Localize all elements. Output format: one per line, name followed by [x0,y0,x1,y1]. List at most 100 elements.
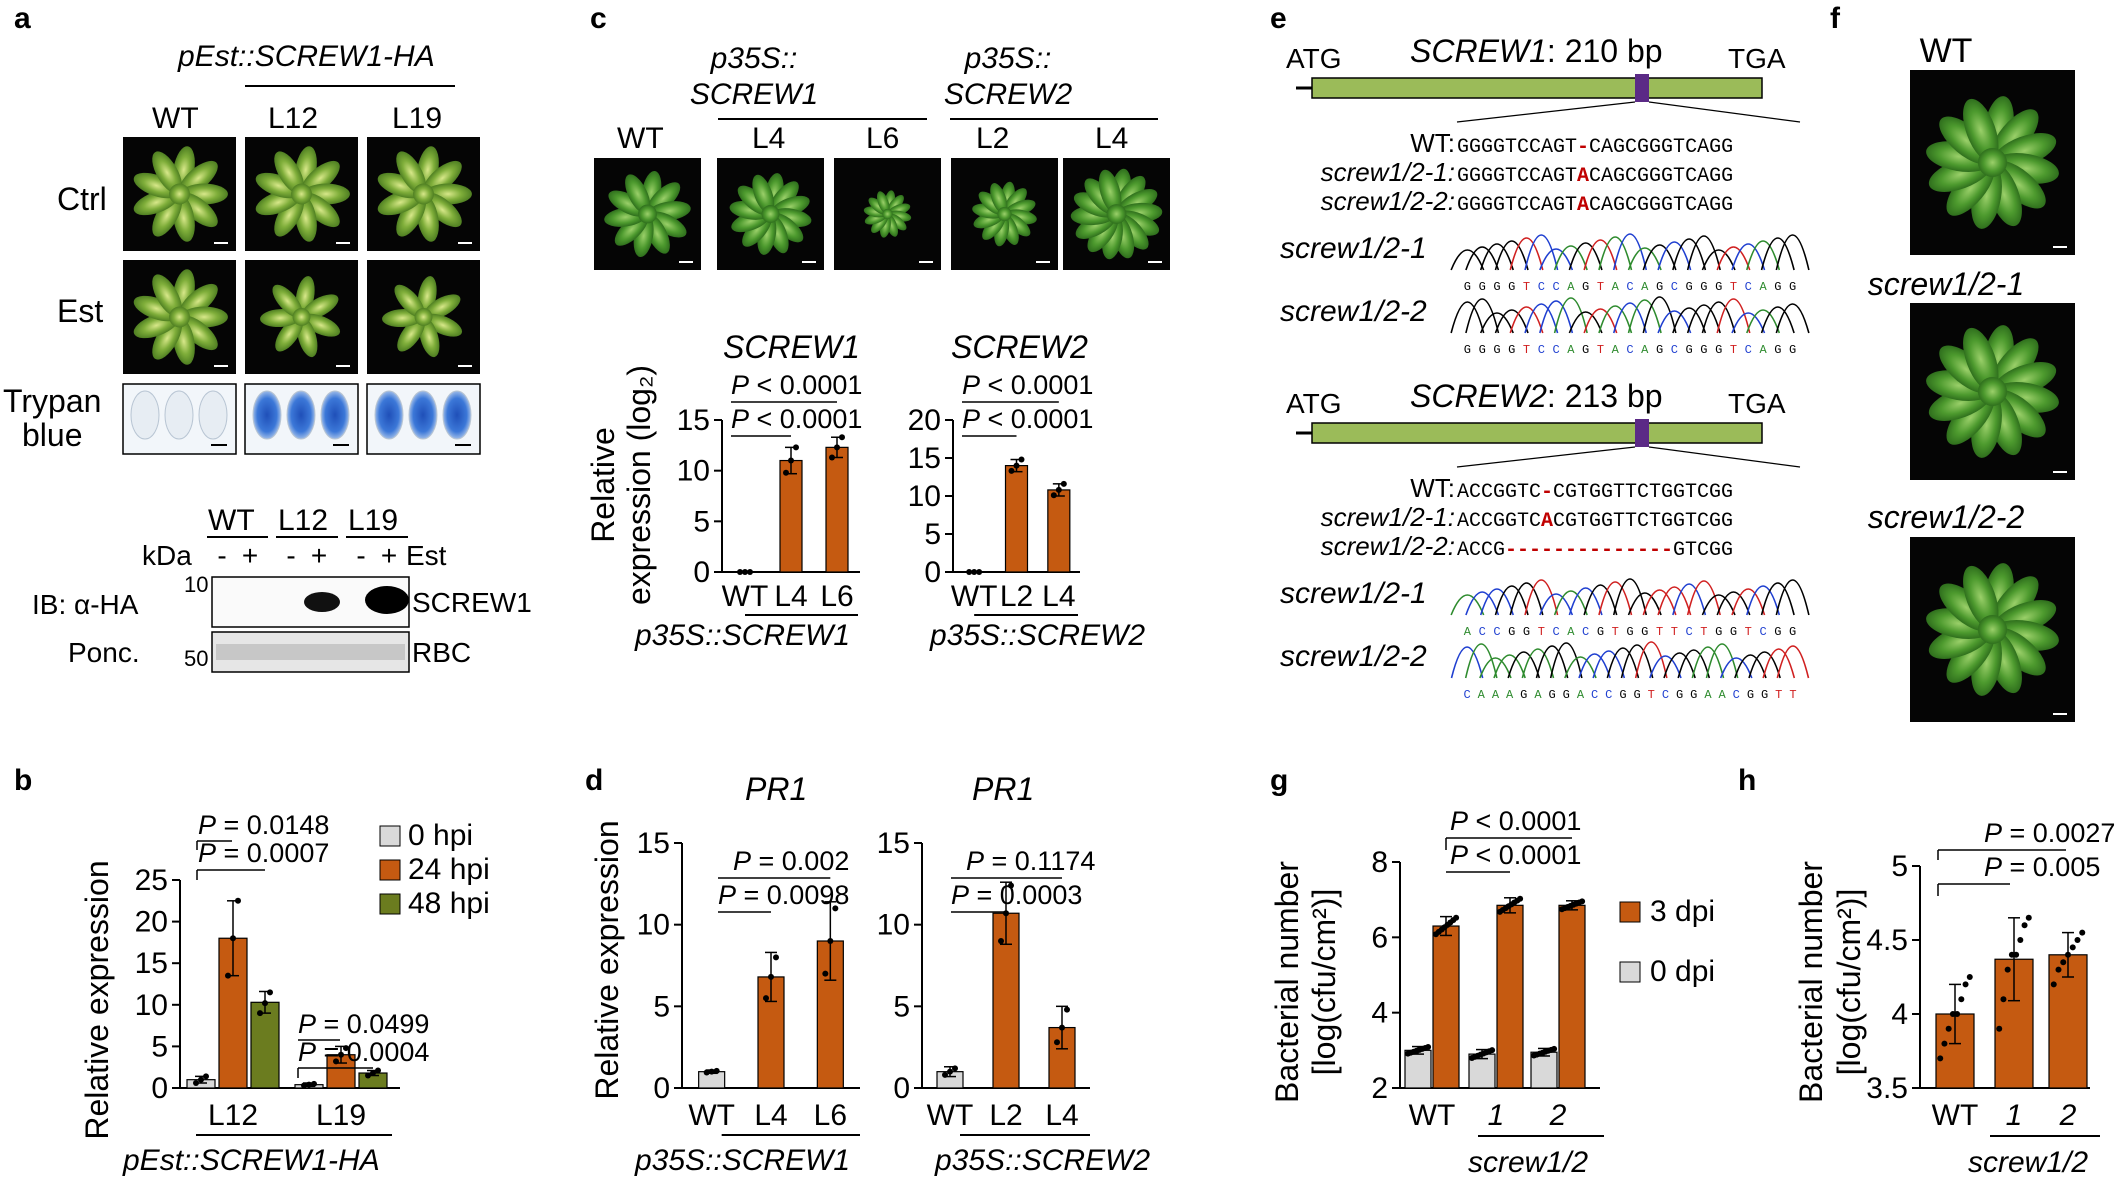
bar-L19-24hpi [326,1045,356,1089]
base-call: T [1700,625,1707,639]
base-call: G [1686,280,1693,294]
base-call: A [1567,343,1575,357]
base-call: C [1605,688,1612,702]
panel-b-xgroup: pEst::SCREW1-HA [122,1144,380,1177]
bar-WT-3dpi [1432,914,1460,1089]
panel-a-construct: pEst::SCREW1-HA [177,40,435,73]
p-value: P < 0.0001 [1450,806,1581,836]
target-site [1635,74,1649,102]
trace-peak [1760,582,1795,616]
trace-peak [1524,234,1559,271]
blot-rbc-band [216,644,405,660]
bar-L2 [1004,456,1029,573]
rosette-center [761,205,780,223]
tga-label: TGA [1728,388,1786,419]
c-photo-4 [951,158,1058,270]
panel-c-right-title: SCREW2 [951,329,1088,365]
panel-label-g: g [1270,764,1288,797]
data-point [2004,966,2011,973]
bar-2-3dpi [1558,898,1586,1089]
base-call: C [1745,343,1752,357]
base-call: G [1700,343,1707,357]
data-point [1008,467,1015,474]
y-tick-label: 0 [924,556,941,589]
trace-peak [1465,298,1500,334]
data-point [1008,882,1014,889]
plant-rosette [133,146,228,242]
x-tick-label: 2 [1549,1099,1567,1132]
data-point [1966,974,1973,980]
panel-c-left-xlabel: p35S::SCREW1 [634,619,850,652]
trypan-line-1: Trypan [3,383,101,419]
bar-WT [936,1065,964,1089]
y-tick-label: 15 [877,827,910,860]
bar [1496,904,1524,1089]
blot-treatment-signs: - + - + - + [217,540,397,571]
data-point [370,1070,376,1077]
base-call: C [1591,688,1598,702]
data-point [1579,898,1586,905]
plant-rosette [260,276,341,358]
data-point [829,454,835,461]
rosette-center [882,208,893,220]
leaf [377,172,423,199]
rosette-center [292,308,311,326]
base-call: G [1582,343,1589,357]
rosette-center [1977,147,2008,178]
mutant1-sequence: GGGGTCCAGTACAGCGGGTCAGG [1457,165,1733,188]
bar-WT [737,569,753,575]
trace-peak [1627,592,1662,616]
blot-band-l12 [304,592,340,612]
y-tick-label: 25 [135,864,168,897]
leaf [255,172,301,199]
leaf [1963,327,1999,391]
trace-peak [1716,298,1751,334]
rosette-center [413,183,434,205]
leaf [396,151,427,194]
plant-rosette [863,190,912,238]
bar-L19-48hpi [358,1067,388,1089]
plant-rosette [377,146,472,242]
trypan-photo-2 [244,383,359,455]
trace-peak [1776,645,1810,679]
bar-WT [698,1067,726,1089]
leaf [179,192,218,228]
base-call: T [1789,688,1796,702]
base-call: A [1641,343,1649,357]
base-call: C [1479,625,1486,639]
panel-d-left-title: PR1 [745,771,807,807]
data-point [257,1010,263,1017]
data-point [2055,966,2062,973]
leaf [394,284,425,318]
trace-peak [1493,654,1526,679]
data-point [338,1051,344,1058]
coding-sequence [1311,77,1763,99]
base-call: G [1774,625,1781,639]
trace-peak [1775,579,1810,616]
data-point [788,457,794,464]
atg-label: ATG [1286,388,1341,419]
plant-rosette [1926,325,2059,458]
rosette-center [1106,204,1127,224]
base-call: G [1774,343,1781,357]
leaf [152,317,183,360]
trace-label: screw1/2-2 [1280,640,1427,673]
data-point [267,989,273,996]
data-point [343,1045,349,1052]
panel-a-row-est: Est [57,293,103,329]
chart-c-left: 0 5 10 15 WT L4 L6 P < 0.0001 P < 0.0001 [677,370,862,616]
bar-L4 [779,444,803,573]
trace-peak [1479,312,1514,334]
trace-peak [1598,581,1633,616]
base-call: A [1567,280,1575,294]
leaf [179,315,218,351]
leaf [274,151,305,194]
bar-1 [1994,914,2034,1089]
trace-peak [1524,579,1559,616]
bar-2 [2048,929,2088,1089]
blot-band-l19 [365,586,409,614]
data-point [1013,462,1020,469]
base-call: A [1534,688,1542,702]
treatment-sign: - [217,540,226,571]
